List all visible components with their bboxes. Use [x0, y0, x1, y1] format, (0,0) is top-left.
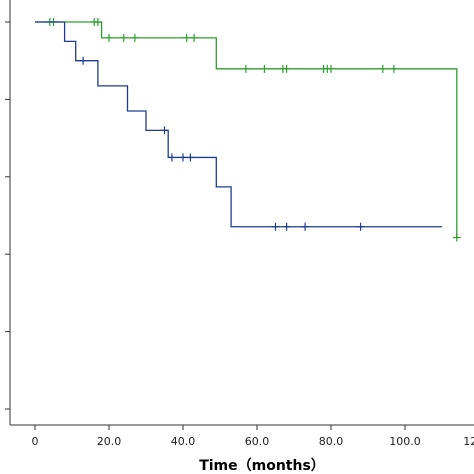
censor-mark — [327, 64, 335, 73]
x-tick-label: 20.0 — [97, 435, 122, 448]
censor-mark — [182, 33, 191, 42]
censor-mark — [389, 64, 398, 73]
tick-marks: 0 20.0 40.0 60.0 80.0 100.0 120.0 — [5, 21, 474, 448]
censor-mark — [282, 222, 291, 231]
censor-mark — [93, 18, 102, 26]
censor-mark — [190, 33, 199, 42]
x-tick-label: 100.0 — [389, 435, 421, 448]
censor-mark — [271, 222, 280, 231]
censor-mark — [119, 33, 128, 42]
x-tick-label: 120.0 — [463, 435, 474, 448]
censor-mark — [301, 222, 310, 231]
censor-mark — [179, 153, 187, 162]
series-1 — [35, 18, 461, 242]
censor-mark — [105, 33, 113, 42]
censor-mark — [130, 33, 139, 42]
censor-mark — [160, 126, 169, 135]
x-tick-label: 40.0 — [171, 435, 196, 448]
censor-mark — [167, 153, 176, 162]
x-axis-title: Time（months） — [199, 458, 325, 474]
x-tick-label: 60.0 — [245, 435, 270, 448]
censor-mark — [79, 56, 88, 65]
x-tick-label: 0 — [32, 435, 39, 448]
survival-curve — [35, 21, 442, 228]
censor-mark — [378, 64, 387, 73]
censor-mark — [282, 64, 291, 73]
survival-curve — [35, 21, 458, 238]
censor-mark — [452, 233, 461, 242]
series-2 — [35, 21, 442, 231]
censor-mark — [186, 153, 195, 162]
censor-mark — [241, 64, 250, 73]
censor-mark — [356, 222, 365, 231]
x-tick-label: 80.0 — [319, 435, 344, 448]
series-layer — [35, 18, 461, 242]
censor-mark — [260, 64, 269, 73]
axes — [9, 0, 474, 426]
